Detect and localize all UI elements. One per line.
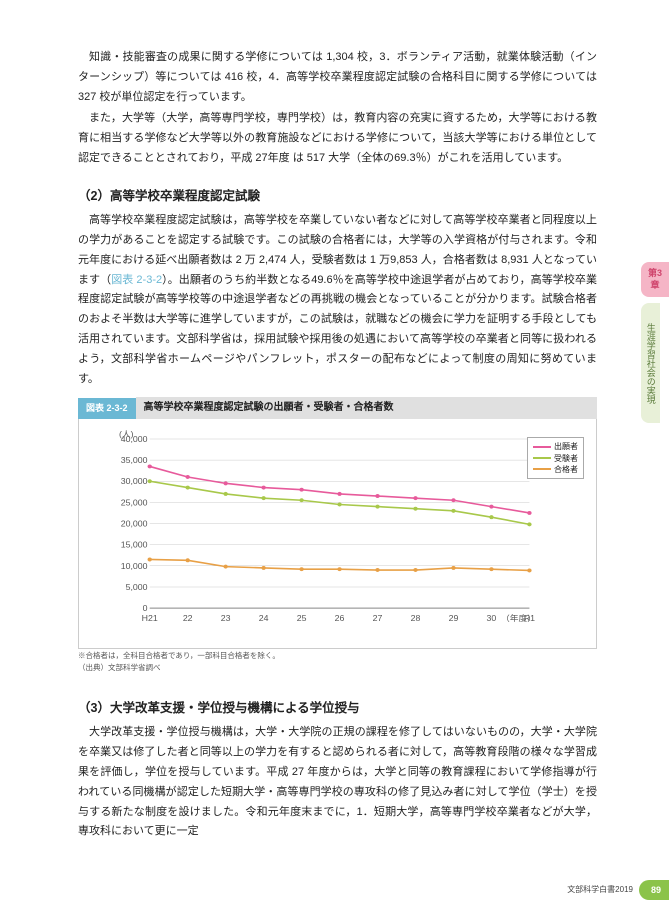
svg-text:5,000: 5,000 (126, 583, 148, 592)
svg-text:25: 25 (297, 614, 307, 623)
section-3-title: （3）大学改革支援・学位授与機構による学位授与 (78, 697, 597, 720)
legend-label-0: 出願者 (554, 441, 578, 452)
svg-text:30: 30 (487, 614, 497, 623)
svg-text:23: 23 (221, 614, 231, 623)
chart-legend: 出願者 受験者 合格者 (527, 437, 584, 479)
svg-text:H21: H21 (142, 614, 158, 623)
sidebar-section-tab: 生涯学習社会の実現 (641, 303, 660, 423)
svg-text:28: 28 (411, 614, 421, 623)
footer-doc-label: 文部科学白書2019 (567, 883, 633, 897)
svg-text:30,000: 30,000 (121, 477, 148, 486)
page-footer: 文部科学白書2019 89 (567, 880, 669, 900)
chart-title: 高等学校卒業程度認定試験の出願者・受験者・合格者数 (136, 397, 597, 419)
svg-text:35,000: 35,000 (121, 456, 148, 465)
chart-tag: 図表 2-3-2 (78, 398, 136, 418)
chart-note-2: （出典）文部科学省調べ (78, 663, 597, 673)
figure-reference: 図表 2-3-2 (111, 274, 162, 286)
svg-text:29: 29 (449, 614, 459, 623)
svg-text:27: 27 (373, 614, 383, 623)
footer-page-number: 89 (639, 880, 669, 900)
paragraph-2: また，大学等（大学，高等専門学校，専門学校）は，教育内容の充実に資するため，大学… (78, 109, 597, 168)
sidebar-chapter-tab: 第3章 (641, 262, 669, 297)
svg-text:40,000: 40,000 (121, 435, 148, 444)
chart-container: 図表 2-3-2 高等学校卒業程度認定試験の出願者・受験者・合格者数 (人)05… (78, 397, 597, 673)
svg-text:22: 22 (183, 614, 193, 623)
legend-label-1: 受験者 (554, 453, 578, 464)
section-2-title: （2）高等学校卒業程度認定試験 (78, 185, 597, 208)
line-chart: (人)05,00010,00015,00020,00025,00030,0003… (119, 429, 536, 624)
section-3-body: 大学改革支援・学位授与機構は，大学・大学院の正規の課程を修了してはいないものの，… (78, 723, 597, 842)
chart-note-1: ※合格者は，全科目合格者であり，一部科目合格者を除く。 (78, 651, 597, 661)
svg-text:10,000: 10,000 (121, 562, 148, 571)
legend-label-2: 合格者 (554, 464, 578, 475)
svg-text:25,000: 25,000 (121, 498, 148, 507)
sec2-text-b: ）。出願者のうち約半数となる49.6％を高等学校中途退学者が占めており，高等学校… (78, 274, 597, 385)
svg-text:24: 24 (259, 614, 269, 623)
sidebar-tabs: 第3章 生涯学習社会の実現 (641, 262, 669, 423)
svg-text:（年度）: （年度） (501, 614, 536, 623)
svg-text:20,000: 20,000 (121, 519, 148, 528)
svg-text:15,000: 15,000 (121, 540, 148, 549)
svg-text:0: 0 (143, 604, 148, 613)
svg-text:26: 26 (335, 614, 345, 623)
section-2-body: 高等学校卒業程度認定試験は，高等学校を卒業していない者などに対して高等学校卒業者… (78, 211, 597, 389)
paragraph-1: 知識・技能審査の成果に関する学修については 1,304 校，3．ボランティア活動… (78, 48, 597, 107)
